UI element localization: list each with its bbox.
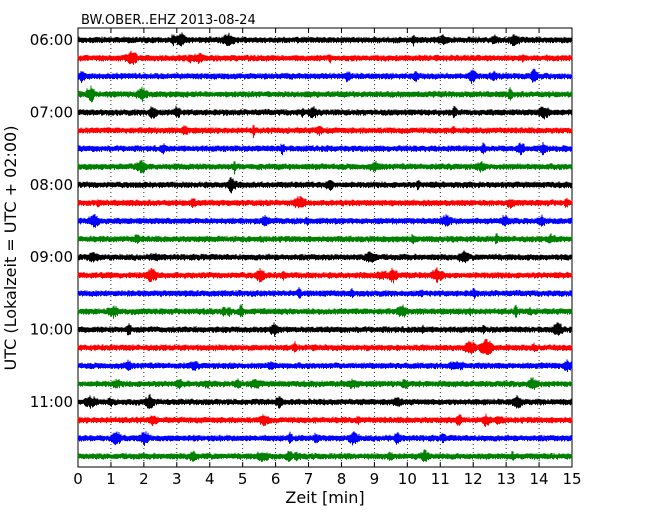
x-tick-label: 11 bbox=[431, 470, 450, 488]
seismic-trace-1 bbox=[77, 50, 573, 66]
chart-title: BW.OBER..EHZ 2013-08-24 bbox=[81, 13, 256, 28]
x-tick-label: 2 bbox=[139, 470, 149, 488]
y-tick-label: 10:00 bbox=[30, 321, 73, 339]
x-tick-label: 6 bbox=[271, 470, 281, 488]
seismic-trace-15 bbox=[77, 304, 573, 319]
y-tick-label: 07:00 bbox=[30, 103, 73, 121]
x-tick-label: 8 bbox=[337, 470, 347, 488]
x-tick-label: 1 bbox=[106, 470, 116, 488]
x-tick-label: 7 bbox=[304, 470, 314, 488]
seismic-trace-22 bbox=[77, 431, 573, 446]
x-tick-label: 0 bbox=[73, 470, 83, 488]
seismic-trace-3 bbox=[77, 85, 573, 103]
x-axis-ticks: 0 1 2 3 4 5 6 7 8 9 10 11 12 13 14 15 bbox=[73, 28, 582, 488]
seismic-trace-8 bbox=[77, 177, 573, 194]
seismic-trace-12 bbox=[77, 250, 573, 264]
x-tick-label: 13 bbox=[497, 470, 516, 488]
x-tick-label: 15 bbox=[562, 470, 581, 488]
plot-frame bbox=[77, 27, 573, 468]
x-tick-label: 4 bbox=[205, 470, 215, 488]
seismic-trace-7 bbox=[77, 159, 573, 175]
seismic-trace-23 bbox=[77, 449, 573, 463]
seismic-trace-21 bbox=[77, 413, 573, 427]
seismic-trace-16 bbox=[77, 322, 573, 337]
x-tick-label: 9 bbox=[370, 470, 380, 488]
y-axis-ticks: 06:00 07:00 08:00 09:00 10:00 11:00 bbox=[30, 31, 572, 411]
y-tick-label: 09:00 bbox=[30, 248, 73, 266]
y-tick-label: 06:00 bbox=[30, 31, 73, 49]
y-tick-label: 08:00 bbox=[30, 176, 73, 194]
seismic-trace-17 bbox=[77, 338, 573, 355]
seismic-traces bbox=[77, 32, 573, 463]
seismic-trace-9 bbox=[77, 195, 573, 209]
seismic-trace-2 bbox=[77, 68, 573, 84]
seismic-trace-20 bbox=[77, 393, 573, 409]
x-tick-label: 14 bbox=[530, 470, 549, 488]
seismic-trace-0 bbox=[77, 32, 573, 47]
seismic-trace-13 bbox=[77, 267, 573, 284]
y-tick-label: 11:00 bbox=[30, 393, 73, 411]
x-tick-label: 12 bbox=[464, 470, 483, 488]
x-axis-label: Zeit [min] bbox=[285, 488, 364, 507]
seismic-trace-4 bbox=[77, 105, 573, 120]
seismic-trace-18 bbox=[77, 359, 573, 373]
x-tick-label: 10 bbox=[398, 470, 417, 488]
seismic-trace-10 bbox=[77, 214, 573, 228]
seismic-trace-19 bbox=[77, 377, 573, 390]
x-tick-label: 5 bbox=[238, 470, 248, 488]
y-axis-label: UTC (Lokalzeit = UTC + 02:00) bbox=[1, 126, 20, 371]
seismic-trace-14 bbox=[77, 287, 573, 300]
seismic-trace-6 bbox=[77, 141, 573, 156]
seismic-trace-11 bbox=[77, 233, 573, 245]
x-tick-label: 3 bbox=[172, 470, 182, 488]
seismic-trace-5 bbox=[77, 124, 573, 138]
